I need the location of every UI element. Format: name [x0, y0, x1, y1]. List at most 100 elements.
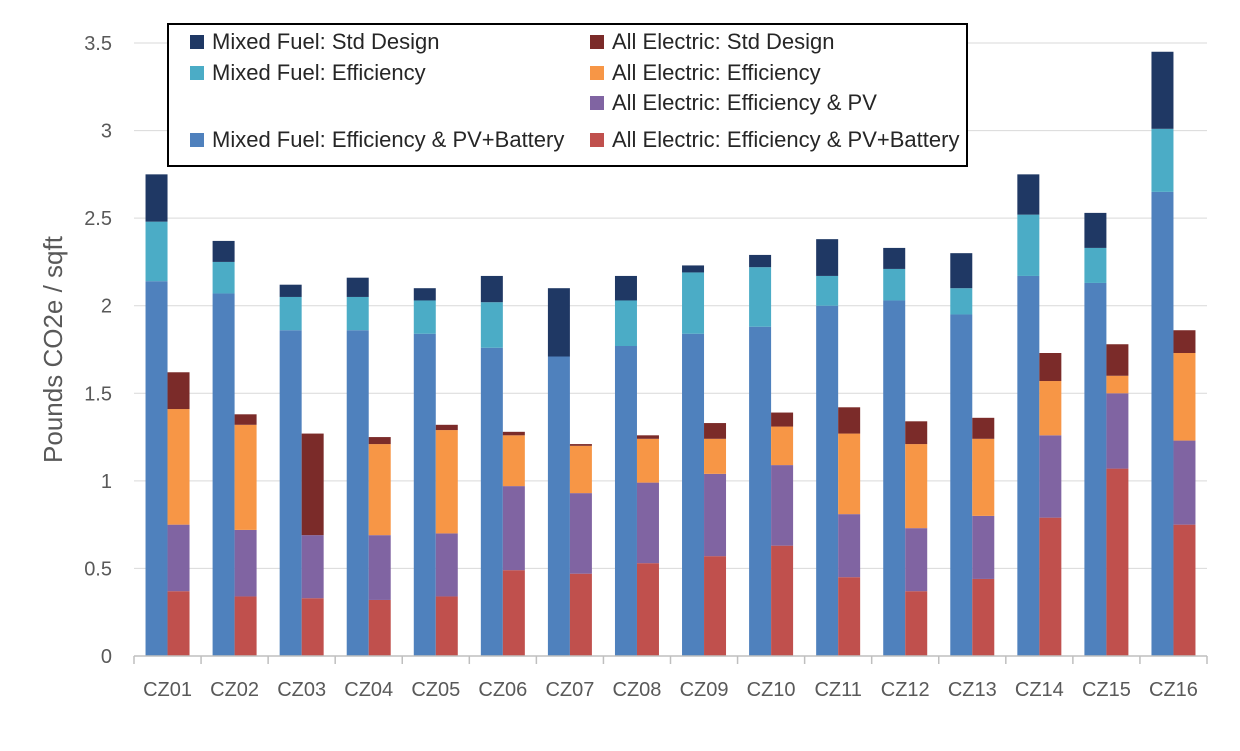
bar-segment: [883, 247, 906, 269]
bar-segment: [301, 598, 324, 656]
y-tick-label: 2.5: [84, 208, 112, 230]
x-tick-label: CZ04: [344, 679, 393, 701]
x-tick-label: CZ11: [814, 679, 861, 701]
bar-segment: [346, 277, 369, 297]
x-tick-label: CZ15: [1082, 679, 1131, 701]
bar-segment: [749, 254, 772, 268]
bar-segment: [480, 347, 503, 656]
bar-segment: [1173, 353, 1196, 441]
y-axis-label: Pounds CO2e / sqft: [38, 235, 68, 463]
x-tick-label: CZ12: [881, 679, 930, 701]
bar-segment: [771, 465, 794, 546]
x-tick-label: CZ01: [143, 679, 192, 701]
bar-segment: [704, 438, 727, 474]
bar-segment: [682, 265, 705, 273]
bar-segment: [1084, 247, 1107, 283]
bar-segment: [1039, 435, 1062, 518]
bar-segment: [1106, 375, 1129, 394]
bar-segment: [614, 275, 637, 301]
bar-segment: [234, 529, 257, 597]
bar-segment: [704, 473, 727, 557]
bar-segment: [435, 533, 458, 597]
legend-swatch: [590, 35, 604, 49]
bar-segment: [279, 284, 302, 297]
x-tick-label: CZ05: [411, 679, 460, 701]
bar-segment: [569, 493, 592, 574]
bar-segment: [883, 300, 906, 656]
bar-segment: [435, 424, 458, 431]
bar-segment: [1039, 353, 1062, 382]
bar-segment: [301, 433, 324, 536]
bar-segment: [1017, 214, 1040, 276]
bar-segment: [502, 431, 525, 436]
bar-segment: [502, 570, 525, 656]
bar-segment: [435, 430, 458, 534]
legend-swatch: [590, 96, 604, 110]
bar-segment: [212, 293, 235, 656]
bar-segment: [749, 326, 772, 656]
bar-segment: [883, 268, 906, 301]
bar-segment: [950, 253, 973, 289]
x-tick-labels: CZ01 CZ02 CZ03 CZ04 CZ05 CZ06 CZ07 CZ08 CZ09 CZ10…: [143, 679, 1198, 701]
y-tick-label: 3.5: [84, 33, 112, 55]
bar-segment: [614, 300, 637, 346]
legend-swatch: [190, 66, 204, 80]
legend: Mixed Fuel: Std Design All Electric: Std …: [167, 23, 968, 167]
bar-segment: [346, 296, 369, 331]
bar-segment: [301, 535, 324, 599]
bar-segment: [1151, 128, 1174, 192]
bar-segment: [368, 437, 391, 445]
bar-segment: [614, 345, 637, 656]
bar-segment: [480, 275, 503, 303]
bar-segment: [636, 438, 659, 483]
legend-swatch: [590, 66, 604, 80]
bar-segment: [682, 333, 705, 656]
bar-segment: [749, 267, 772, 327]
x-tick-label: CZ07: [545, 679, 594, 701]
x-tick-label: CZ13: [948, 679, 997, 701]
y-tick-labels: 0 0.5 1 1.5 2 2.5 3 3.5: [84, 33, 112, 668]
y-tick-label: 1.5: [84, 383, 112, 405]
bar-segment: [212, 240, 235, 262]
bar-segment: [816, 275, 839, 306]
bar-segment: [368, 444, 391, 536]
x-tick-label: CZ02: [210, 679, 259, 701]
x-tick-label: CZ08: [613, 679, 662, 701]
bar-segment: [145, 174, 168, 222]
bar-segment: [234, 414, 257, 425]
legend-swatch: [190, 35, 204, 49]
bar-segment: [145, 281, 168, 656]
legend-label: Mixed Fuel: Std Design: [212, 29, 439, 54]
bar-segment: [212, 261, 235, 294]
legend-box: [167, 23, 968, 167]
y-tick-label: 2: [101, 296, 112, 318]
bar-segment: [905, 444, 928, 529]
bar-segment: [1173, 524, 1196, 656]
legend-swatch: [590, 133, 604, 147]
bar-segment: [547, 288, 570, 357]
legend-label: All Electric: Efficiency & PV+Battery: [612, 127, 959, 152]
bar-segment: [234, 424, 257, 530]
bar-segment: [346, 330, 369, 656]
bar-segment: [413, 288, 436, 301]
bar-segment: [972, 438, 995, 516]
bar-segment: [1106, 344, 1129, 376]
bar-segment: [1039, 517, 1062, 656]
bar-segment: [1106, 468, 1129, 656]
bar-segment: [1039, 381, 1062, 436]
bar-segment: [838, 514, 861, 578]
bar-segment: [1173, 440, 1196, 525]
bar-segment: [838, 407, 861, 434]
x-tick-label: CZ10: [747, 679, 796, 701]
bar-segment: [636, 563, 659, 656]
y-tick-label: 3: [101, 121, 112, 143]
bar-segment: [1151, 51, 1174, 129]
bar-segment: [704, 423, 727, 439]
bar-segment: [1173, 330, 1196, 354]
x-tick-label: CZ06: [478, 679, 527, 701]
legend-swatch: [190, 133, 204, 147]
y-tick-label: 1: [101, 471, 112, 493]
bar-segment: [480, 302, 503, 348]
